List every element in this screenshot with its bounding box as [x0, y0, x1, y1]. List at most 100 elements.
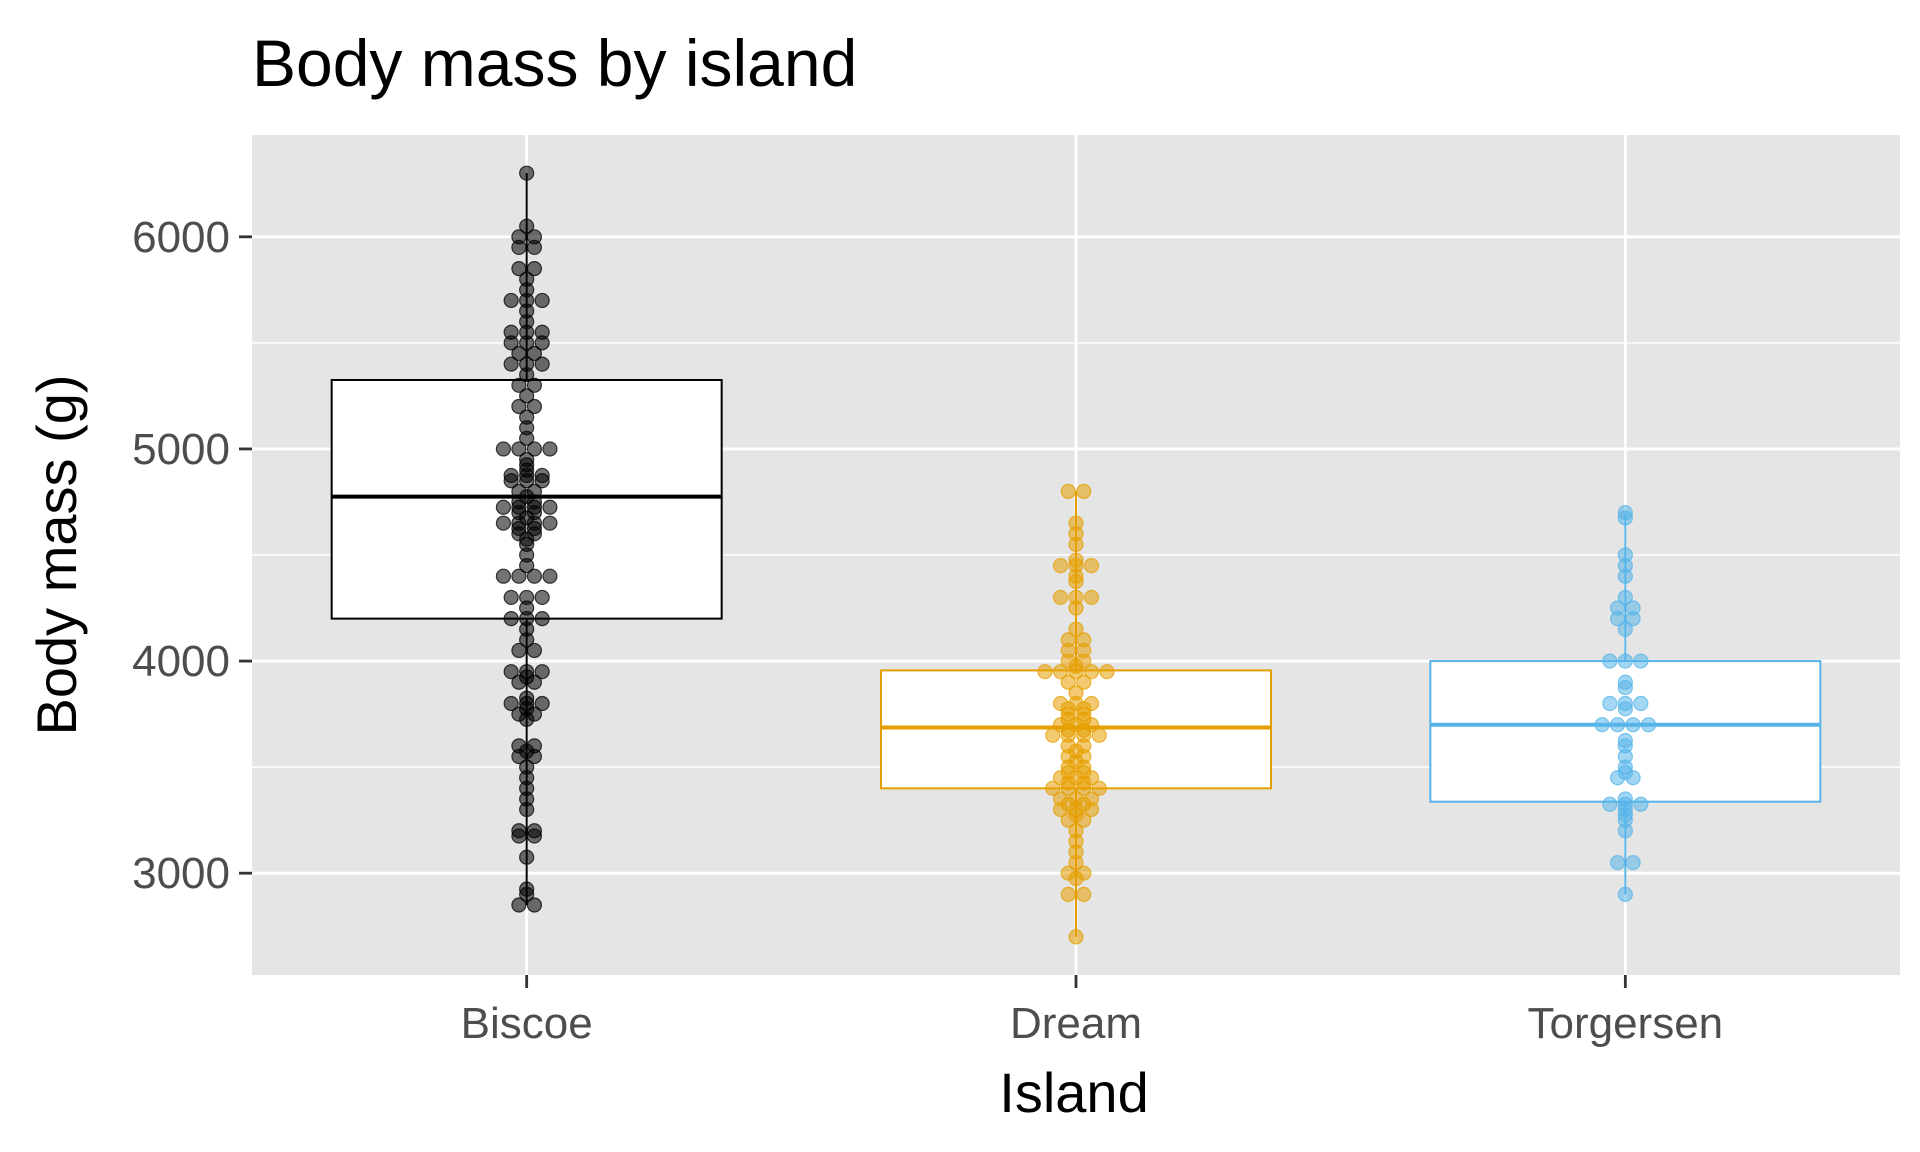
- data-point: [503, 589, 519, 606]
- data-point: [1068, 552, 1084, 568]
- data-point: [1060, 674, 1076, 690]
- data-point: [1609, 854, 1626, 871]
- data-point: [511, 823, 527, 839]
- y-tick-label: 5000: [132, 425, 230, 474]
- data-point: [1083, 695, 1100, 712]
- y-tick-label: 6000: [132, 213, 230, 262]
- data-point: [1617, 886, 1633, 902]
- y-axis-title: Body mass (g): [25, 375, 88, 736]
- data-point: [1037, 664, 1053, 680]
- data-point: [1633, 695, 1649, 712]
- data-point: [526, 483, 543, 499]
- points-torgersen: [1594, 504, 1657, 902]
- data-point: [526, 398, 543, 415]
- data-point: [1617, 653, 1633, 669]
- data-point: [534, 611, 550, 627]
- data-point: [1617, 589, 1633, 606]
- data-point: [1617, 791, 1633, 807]
- data-point: [1617, 504, 1633, 521]
- data-point: [1625, 600, 1641, 616]
- data-point: [1602, 796, 1618, 812]
- data-point: [1060, 483, 1076, 499]
- data-point: [526, 345, 543, 362]
- data-point: [495, 568, 512, 584]
- data-point: [1602, 653, 1618, 669]
- data-point: [1617, 621, 1633, 637]
- x-axis-title: Island: [999, 1061, 1148, 1124]
- data-point: [1076, 483, 1092, 499]
- data-point: [1060, 886, 1076, 902]
- data-point: [542, 499, 558, 515]
- data-point: [1068, 621, 1084, 637]
- data-point: [1633, 796, 1649, 812]
- data-point: [1091, 727, 1107, 743]
- data-point: [1617, 695, 1633, 712]
- data-point: [526, 642, 543, 659]
- data-point: [519, 849, 535, 865]
- y-axis: 3000 4000 5000 6000: [132, 213, 252, 898]
- data-point: [534, 324, 550, 340]
- data-point: [519, 759, 535, 775]
- data-point: [526, 568, 543, 584]
- data-point: [526, 823, 543, 839]
- data-point: [1083, 664, 1100, 680]
- data-point: [1076, 886, 1092, 902]
- data-point: [495, 515, 512, 531]
- data-point: [1052, 664, 1069, 680]
- data-point: [1068, 929, 1084, 945]
- data-point: [511, 483, 527, 499]
- points-dream: [1037, 483, 1115, 945]
- data-point: [526, 229, 543, 245]
- points-layer: [495, 165, 1657, 945]
- data-point: [534, 356, 550, 372]
- data-point: [526, 441, 543, 457]
- data-point: [1617, 733, 1633, 749]
- data-point: [542, 441, 558, 457]
- data-point: [1076, 674, 1092, 690]
- data-point: [511, 441, 527, 457]
- data-point: [1083, 589, 1100, 606]
- y-tick-label: 3000: [132, 849, 230, 898]
- data-point: [503, 292, 519, 309]
- data-point: [526, 897, 543, 913]
- data-point: [1609, 717, 1626, 733]
- data-point: [1045, 780, 1061, 796]
- data-point: [526, 738, 543, 754]
- data-point: [534, 467, 550, 484]
- data-point: [519, 589, 535, 606]
- data-point: [1091, 780, 1107, 796]
- data-point: [519, 664, 535, 680]
- data-point: [511, 568, 527, 584]
- data-point: [1068, 791, 1084, 807]
- data-point: [1083, 558, 1100, 574]
- data-point: [534, 664, 550, 680]
- data-point: [1045, 727, 1061, 743]
- chart-title: Body mass by island: [252, 26, 857, 100]
- data-point: [503, 695, 519, 712]
- data-point: [511, 738, 527, 754]
- data-point: [526, 261, 543, 277]
- data-point: [519, 690, 535, 706]
- data-point: [1609, 600, 1626, 616]
- x-tick-label: Torgersen: [1527, 999, 1723, 1048]
- data-point: [503, 467, 519, 484]
- data-point: [1633, 653, 1649, 669]
- data-point: [542, 515, 558, 531]
- points-biscoe: [495, 165, 558, 913]
- x-axis: Biscoe Dream Torgersen: [461, 975, 1723, 1048]
- data-point: [1068, 823, 1084, 839]
- y-tick-label: 4000: [132, 637, 230, 686]
- data-point: [1068, 515, 1084, 531]
- data-point: [503, 611, 519, 627]
- data-point: [1068, 685, 1084, 701]
- data-point: [519, 388, 535, 404]
- data-point: [1060, 865, 1076, 881]
- data-point: [511, 398, 527, 415]
- data-point: [511, 642, 527, 659]
- data-point: [1625, 854, 1641, 871]
- data-point: [534, 292, 550, 309]
- data-point: [1617, 674, 1633, 690]
- data-point: [1060, 632, 1076, 648]
